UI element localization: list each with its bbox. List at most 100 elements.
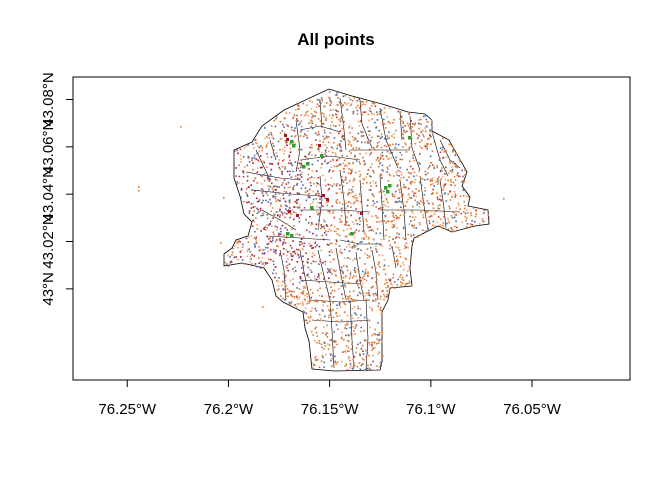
data-point bbox=[444, 183, 447, 185]
data-point bbox=[433, 213, 436, 215]
data-point bbox=[250, 258, 252, 260]
data-point bbox=[340, 220, 342, 222]
data-point bbox=[452, 181, 455, 184]
data-point bbox=[345, 202, 347, 205]
data-point bbox=[268, 235, 270, 238]
data-point bbox=[260, 214, 263, 217]
data-point bbox=[293, 185, 295, 188]
data-point bbox=[253, 147, 255, 149]
neighborhood-boundary bbox=[299, 125, 341, 133]
data-point bbox=[417, 190, 420, 192]
data-point bbox=[289, 170, 291, 173]
data-point bbox=[431, 193, 433, 195]
data-point bbox=[427, 143, 429, 145]
data-point bbox=[331, 158, 334, 161]
data-point bbox=[255, 242, 258, 244]
data-point bbox=[285, 144, 288, 146]
data-point bbox=[393, 148, 395, 151]
data-point bbox=[387, 284, 389, 287]
data-point bbox=[335, 192, 338, 195]
data-point bbox=[403, 176, 405, 179]
data-point bbox=[396, 216, 399, 219]
data-point bbox=[362, 350, 364, 352]
data-point bbox=[400, 274, 402, 276]
data-point bbox=[298, 149, 300, 151]
data-point bbox=[336, 307, 338, 310]
data-point bbox=[323, 115, 325, 118]
data-point bbox=[287, 181, 290, 184]
data-point bbox=[353, 362, 355, 364]
data-point bbox=[338, 234, 341, 237]
data-point bbox=[353, 246, 356, 249]
data-point bbox=[340, 276, 342, 279]
data-point bbox=[366, 204, 369, 207]
data-point bbox=[307, 273, 309, 276]
data-point bbox=[289, 147, 292, 150]
data-point bbox=[424, 187, 426, 189]
data-point bbox=[410, 142, 413, 145]
data-point bbox=[451, 171, 453, 173]
data-point bbox=[381, 333, 384, 335]
data-point bbox=[446, 217, 449, 220]
data-point bbox=[432, 188, 434, 191]
data-point bbox=[354, 312, 356, 314]
data-point bbox=[266, 153, 268, 155]
data-point bbox=[341, 179, 344, 182]
data-point bbox=[376, 144, 379, 147]
data-point bbox=[312, 247, 314, 249]
data-point bbox=[233, 256, 236, 259]
data-point bbox=[382, 128, 385, 131]
data-point bbox=[399, 214, 402, 217]
data-point bbox=[332, 269, 335, 271]
data-point bbox=[330, 229, 332, 232]
data-point bbox=[424, 114, 427, 117]
data-point bbox=[310, 262, 313, 265]
data-point bbox=[374, 328, 376, 331]
data-point bbox=[294, 109, 297, 111]
data-point bbox=[292, 240, 294, 242]
data-point bbox=[471, 220, 473, 222]
data-point bbox=[284, 288, 287, 290]
data-point bbox=[322, 332, 324, 334]
data-point bbox=[283, 190, 285, 193]
data-point bbox=[260, 145, 262, 147]
data-point bbox=[370, 250, 372, 252]
data-point bbox=[318, 245, 321, 248]
data-point bbox=[325, 119, 327, 121]
data-point bbox=[384, 193, 386, 196]
data-point bbox=[288, 301, 291, 304]
data-point bbox=[359, 195, 361, 198]
data-point bbox=[411, 225, 414, 227]
data-point bbox=[335, 125, 337, 127]
data-point bbox=[324, 160, 326, 163]
data-point bbox=[335, 324, 338, 326]
data-point bbox=[335, 159, 338, 162]
data-point bbox=[359, 257, 361, 259]
data-point bbox=[337, 97, 339, 99]
data-point bbox=[399, 118, 401, 120]
data-point bbox=[460, 212, 463, 215]
data-point bbox=[249, 255, 252, 258]
data-point bbox=[356, 100, 359, 102]
data-point bbox=[340, 191, 343, 194]
data-point bbox=[256, 142, 258, 144]
data-point bbox=[352, 365, 355, 368]
data-point bbox=[399, 158, 402, 161]
data-point bbox=[349, 275, 352, 277]
data-point bbox=[406, 274, 408, 277]
data-point bbox=[375, 127, 377, 129]
data-point bbox=[284, 208, 287, 210]
data-point bbox=[327, 268, 329, 270]
data-point bbox=[258, 146, 261, 149]
data-point bbox=[270, 132, 272, 134]
data-point bbox=[463, 211, 465, 213]
data-point bbox=[379, 242, 381, 245]
data-point bbox=[310, 296, 312, 299]
x-tick-label: 76.05°W bbox=[503, 401, 562, 418]
data-point bbox=[359, 120, 362, 122]
data-point bbox=[344, 207, 347, 210]
data-point bbox=[425, 143, 428, 145]
data-point bbox=[325, 117, 327, 119]
data-point bbox=[293, 304, 296, 307]
data-point bbox=[451, 196, 453, 198]
